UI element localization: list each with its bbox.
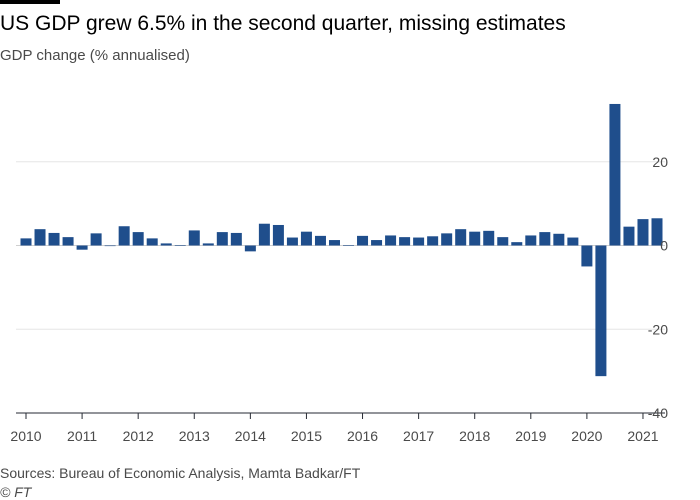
bar — [441, 233, 453, 246]
chart-subtitle: GDP change (% annualised) — [0, 47, 190, 64]
bar — [34, 229, 46, 246]
bar — [581, 245, 593, 267]
y-tick-label: -40 — [648, 405, 668, 421]
bar — [455, 229, 467, 246]
bar — [314, 235, 326, 246]
bar — [343, 245, 355, 246]
bar — [399, 237, 411, 246]
bar — [174, 245, 186, 246]
bar — [357, 235, 369, 246]
x-tick-label: 2013 — [179, 428, 210, 444]
x-tick-label: 2019 — [515, 428, 546, 444]
bar — [371, 240, 383, 246]
bars — [20, 103, 663, 377]
bar — [258, 223, 270, 246]
y-axis-labels: 20 0 -20 -40 — [648, 154, 668, 421]
source-note: Sources: Bureau of Economic Analysis, Ma… — [0, 465, 361, 481]
bar — [385, 235, 397, 246]
bar — [651, 218, 663, 246]
bar — [230, 232, 242, 246]
bar — [637, 219, 649, 246]
copyright-note: © FT — [0, 484, 32, 500]
bar — [20, 238, 32, 246]
bar — [427, 236, 439, 246]
bar — [146, 238, 158, 246]
x-tick-label: 2012 — [123, 428, 154, 444]
bar — [300, 231, 312, 246]
y-tick-label: -20 — [648, 321, 668, 337]
bar — [272, 224, 284, 246]
x-tick-label: 2021 — [627, 428, 658, 444]
bar — [413, 237, 425, 246]
x-tick-label: 2011 — [67, 428, 97, 444]
bar — [132, 232, 144, 246]
bar — [160, 243, 172, 246]
brand-top-bar — [0, 0, 60, 4]
x-tick-label: 2017 — [403, 428, 434, 444]
x-axis: 2010 2011 2012 2013 2014 2015 2016 2017 2018 2019… — [10, 412, 665, 444]
bar — [104, 245, 116, 247]
bar — [567, 237, 579, 246]
bar — [497, 237, 509, 246]
bar — [62, 237, 74, 246]
x-tick-label: 2020 — [571, 428, 602, 444]
chart-title: US GDP grew 6.5% in the second quarter, … — [0, 12, 566, 35]
bar — [469, 231, 481, 246]
gdp-bar-chart: 2010 2011 2012 2013 2014 2015 2016 2017 2018 2019… — [10, 103, 668, 444]
bar — [202, 243, 214, 246]
x-tick-label: 2015 — [291, 428, 322, 444]
bar — [483, 230, 495, 246]
bar — [286, 237, 298, 246]
bar — [623, 226, 635, 246]
bar — [525, 235, 537, 246]
x-tick-label: 2014 — [235, 428, 266, 444]
x-tick-label: 2018 — [459, 428, 490, 444]
y-tick-label: 20 — [652, 154, 668, 170]
x-tick-label: 2016 — [347, 428, 378, 444]
bar — [90, 233, 102, 246]
bar — [539, 232, 551, 246]
bar — [511, 242, 523, 246]
bar — [328, 240, 340, 246]
bar — [118, 226, 130, 246]
x-tick-label: 2010 — [10, 428, 41, 444]
bar — [216, 232, 228, 246]
y-tick-label: 0 — [660, 238, 668, 254]
bar — [609, 103, 621, 246]
bar — [188, 230, 200, 246]
bar — [76, 245, 88, 250]
bar — [244, 245, 256, 252]
bar — [48, 232, 60, 246]
bar — [595, 245, 607, 377]
bar — [553, 233, 565, 246]
